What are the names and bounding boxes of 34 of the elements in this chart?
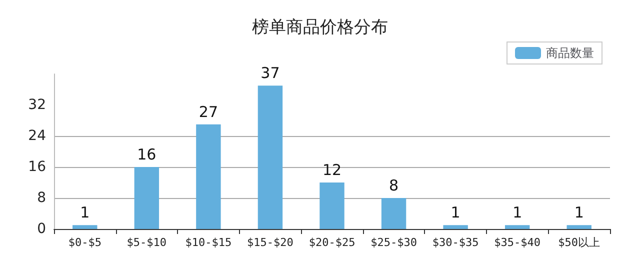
- x-tick-label: $20-$25: [308, 236, 356, 249]
- x-tick-label: $35-$40: [494, 236, 541, 249]
- bar: [566, 225, 592, 229]
- bar: [258, 86, 283, 229]
- data-label: 16: [137, 146, 156, 164]
- data-label: 8: [389, 176, 399, 194]
- data-label: 1: [574, 204, 584, 222]
- data-label: 27: [198, 102, 218, 121]
- chart-title: 榜单商品价格分布: [252, 18, 388, 38]
- data-label: 1: [80, 204, 90, 222]
- x-tick-label: $50以上: [558, 236, 600, 249]
- x-tick-label: $10-$15: [185, 236, 232, 249]
- bar: [320, 182, 344, 229]
- bar: [381, 198, 406, 229]
- y-tick-label: 16: [28, 159, 46, 175]
- bar: [72, 225, 98, 229]
- x-tick-label: $5-$10: [126, 236, 167, 249]
- y-tick-label: 32: [28, 97, 46, 113]
- legend-label: 商品数量: [546, 46, 594, 60]
- y-tick-label: 24: [28, 128, 46, 144]
- x-tick-label: $15-$20: [247, 236, 294, 249]
- y-tick-label: 0: [37, 221, 46, 237]
- bar: [196, 124, 221, 229]
- y-tick-label: 8: [37, 190, 46, 206]
- bar: [134, 167, 160, 229]
- x-tick-label: $0-$5: [68, 236, 102, 249]
- bar: [443, 225, 468, 229]
- data-label: 12: [322, 161, 342, 179]
- x-tick-label: $30-$35: [432, 236, 479, 249]
- x-tick-label: $25-$30: [370, 236, 417, 249]
- data-label: 1: [450, 204, 460, 222]
- data-label: 37: [260, 64, 280, 82]
- bar: [504, 225, 530, 229]
- data-label: 1: [512, 204, 522, 222]
